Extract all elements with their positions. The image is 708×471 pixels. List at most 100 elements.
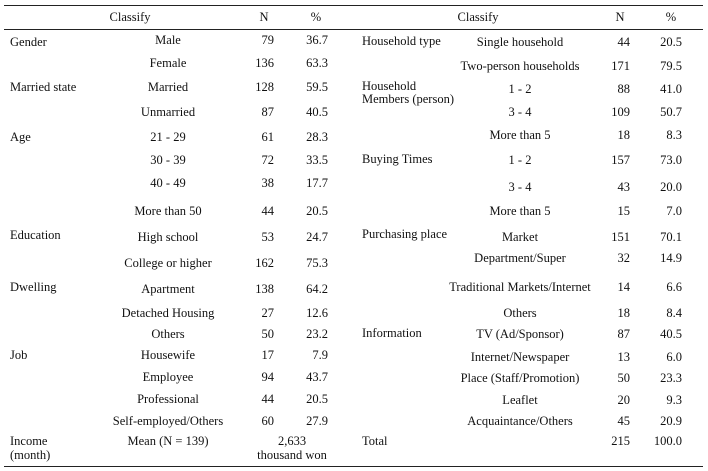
left-pct-value: 36.7 <box>306 33 328 47</box>
right-n-value: 14 <box>617 280 631 294</box>
right-subcategory-label: Others <box>503 306 537 320</box>
left-category-label: Dwelling <box>10 280 57 294</box>
left-pct-header: % <box>310 10 322 24</box>
income-label: Income (month) <box>10 434 51 462</box>
left-n-value: 87 <box>261 105 275 119</box>
right-subcategory-label: 3 - 4 <box>508 180 532 194</box>
left-subcategory-label: 21 - 29 <box>150 130 186 144</box>
left-category-label: Job <box>10 348 28 362</box>
left-category-label: Married state <box>10 80 77 94</box>
left-subcategory-label: Housewife <box>140 348 196 362</box>
right-pct-value: 8.3 <box>666 128 682 142</box>
left-category-label: Education <box>10 228 61 242</box>
left-subcategory-label: Female <box>149 56 187 70</box>
left-pct-value: 64.2 <box>306 282 328 296</box>
total-pct-value: 100.0 <box>653 434 682 448</box>
left-n-value: 50 <box>261 327 275 341</box>
right-n-value: 13 <box>617 350 631 364</box>
right-category-label: Buying Times <box>362 152 433 166</box>
right-pct-value: 41.0 <box>660 82 682 96</box>
right-subcategory-label: Internet/Newspaper <box>470 350 570 364</box>
right-category-label: Household Members (person) <box>362 79 454 106</box>
right-pct-value: 23.3 <box>660 371 682 385</box>
right-n-value: 20 <box>617 393 631 407</box>
right-pct-value: 20.0 <box>660 180 682 194</box>
right-subcategory-label: Department/Super <box>474 251 566 265</box>
right-subcategory-label: 1 - 2 <box>508 82 532 96</box>
right-category-label: Household type <box>362 34 441 48</box>
right-pct-value: 20.9 <box>660 414 682 428</box>
right-pct-value: 73.0 <box>660 153 682 167</box>
right-subcategory-label: 1 - 2 <box>508 153 532 167</box>
left-subcategory-label: Male <box>155 33 181 47</box>
right-pct-value: 6.0 <box>666 350 682 364</box>
left-subcategory-label: 30 - 39 <box>150 153 186 167</box>
total-label: Total <box>362 434 388 448</box>
left-n-value: 44 <box>261 204 275 218</box>
right-category-label: Information <box>362 326 422 340</box>
left-category-label: Age <box>10 130 31 144</box>
left-pct-value: 27.9 <box>306 414 328 428</box>
right-n-value: 157 <box>611 153 630 167</box>
left-subcategory-label: Detached Housing <box>121 306 215 320</box>
right-pct-value: 14.9 <box>660 251 682 265</box>
left-n-value: 38 <box>261 176 275 190</box>
header-rule <box>4 29 703 30</box>
left-pct-value: 43.7 <box>306 370 328 384</box>
left-classify-header: Classify <box>109 10 151 24</box>
left-n-value: 162 <box>255 256 274 270</box>
right-n-value: 87 <box>617 327 631 341</box>
left-n-value: 27 <box>261 306 275 320</box>
right-n-value: 18 <box>617 306 631 320</box>
left-pct-value: 40.5 <box>306 105 328 119</box>
left-n-value: 94 <box>261 370 275 384</box>
left-pct-value: 17.7 <box>306 176 328 190</box>
left-n-value: 17 <box>261 348 275 362</box>
right-subcategory-label: 3 - 4 <box>508 105 532 119</box>
right-n-value: 50 <box>617 371 631 385</box>
left-subcategory-label: High school <box>137 230 199 244</box>
left-subcategory-label: Self-employed/Others <box>112 414 224 428</box>
right-n-value: 44 <box>617 35 631 49</box>
right-pct-header: % <box>665 10 677 24</box>
right-subcategory-label: Place (Staff/Promotion) <box>460 371 580 385</box>
left-subcategory-label: Apartment <box>141 282 195 296</box>
income-mean-label: Mean (N = 139) <box>127 434 209 448</box>
right-subcategory-label: Acquaintance/Others <box>467 414 573 428</box>
right-pct-value: 79.5 <box>660 59 682 73</box>
right-n-value: 171 <box>611 59 630 73</box>
bottom-rule <box>4 466 703 467</box>
left-pct-value: 63.3 <box>306 56 328 70</box>
right-n-value: 32 <box>617 251 631 265</box>
left-pct-value: 12.6 <box>306 306 328 320</box>
right-subcategory-label: Two-person households <box>460 59 580 73</box>
left-subcategory-label: Employee <box>142 370 194 384</box>
left-subcategory-label: College or higher <box>124 256 212 270</box>
left-n-value: 79 <box>261 33 275 47</box>
left-subcategory-label: Unmarried <box>140 105 196 119</box>
right-category-label: Purchasing place <box>362 227 448 241</box>
left-pct-value: 75.3 <box>306 256 328 270</box>
left-pct-value: 33.5 <box>306 153 328 167</box>
left-subcategory-label: Others <box>151 327 185 341</box>
right-pct-value: 40.5 <box>660 327 682 341</box>
left-pct-value: 28.3 <box>306 130 328 144</box>
right-pct-value: 70.1 <box>660 230 682 244</box>
left-subcategory-label: Married <box>147 80 189 94</box>
left-subcategory-label: More than 50 <box>134 204 202 218</box>
right-subcategory-label: TV (Ad/Sponsor) <box>476 327 564 341</box>
right-pct-value: 7.0 <box>666 204 682 218</box>
left-n-header: N <box>259 10 269 24</box>
left-subcategory-label: 40 - 49 <box>150 176 186 190</box>
top-rule <box>4 5 703 6</box>
left-pct-value: 59.5 <box>306 80 328 94</box>
right-subcategory-label: Single household <box>476 35 564 49</box>
left-n-value: 136 <box>255 56 274 70</box>
right-n-value: 18 <box>617 128 631 142</box>
left-category-label: Gender <box>10 35 47 49</box>
right-pct-value: 9.3 <box>666 393 682 407</box>
left-subcategory-label: Professional <box>137 392 199 406</box>
left-n-value: 44 <box>261 392 275 406</box>
right-pct-value: 8.4 <box>666 306 682 320</box>
left-n-value: 128 <box>255 80 274 94</box>
